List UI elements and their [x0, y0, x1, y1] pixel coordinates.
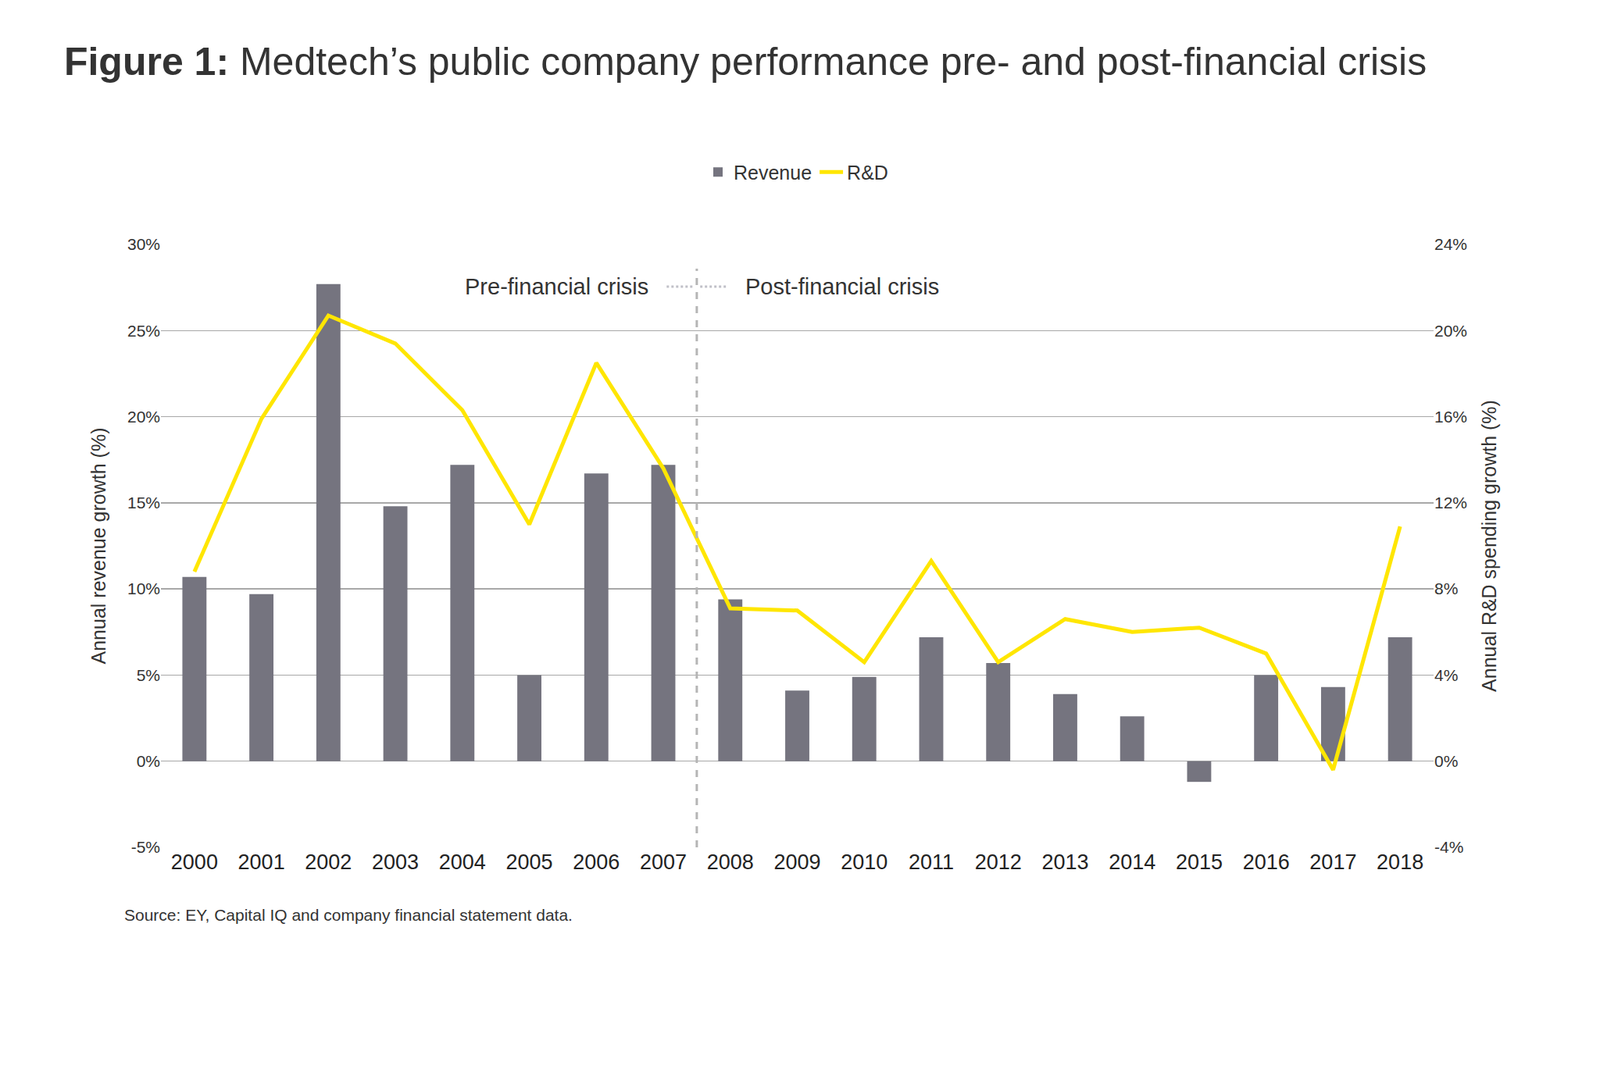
svg-text:Annual revenue growth (%): Annual revenue growth (%): [87, 428, 110, 665]
svg-text:2014: 2014: [1108, 850, 1156, 875]
svg-text:2001: 2001: [238, 850, 286, 875]
svg-text:2006: 2006: [572, 850, 620, 875]
svg-text:2016: 2016: [1242, 850, 1290, 875]
svg-text:2009: 2009: [773, 850, 821, 875]
svg-text:5%: 5%: [136, 666, 161, 685]
svg-text:2003: 2003: [371, 850, 419, 875]
svg-text:0%: 0%: [1434, 752, 1458, 771]
svg-text:Pre-financial crisis: Pre-financial crisis: [464, 274, 649, 300]
svg-text:2008: 2008: [707, 850, 754, 875]
svg-text:30%: 30%: [127, 235, 161, 254]
svg-text:10%: 10%: [127, 579, 161, 598]
svg-text:2017: 2017: [1309, 850, 1357, 875]
svg-text:2011: 2011: [908, 850, 954, 875]
svg-text:-4%: -4%: [1434, 838, 1464, 857]
svg-text:2005: 2005: [506, 850, 554, 875]
svg-text:20%: 20%: [1434, 321, 1468, 340]
svg-text:2007: 2007: [639, 850, 687, 875]
svg-text:0%: 0%: [136, 752, 161, 771]
svg-text:Post-financial crisis: Post-financial crisis: [745, 274, 940, 300]
svg-text:R&D: R&D: [846, 161, 889, 184]
svg-text:20%: 20%: [127, 407, 161, 426]
svg-text:Annual R&D spending growth (%): Annual R&D spending growth (%): [1478, 400, 1500, 693]
svg-text:Source: EY, Capital IQ and com: Source: EY, Capital IQ and company finan…: [124, 906, 573, 925]
svg-text:25%: 25%: [127, 321, 161, 340]
svg-text:2015: 2015: [1175, 850, 1223, 875]
svg-text:8%: 8%: [1434, 579, 1458, 598]
svg-text:15%: 15%: [127, 493, 161, 512]
svg-text:Revenue: Revenue: [733, 161, 812, 184]
svg-text:2002: 2002: [304, 850, 352, 875]
svg-text:24%: 24%: [1434, 235, 1468, 254]
svg-text:2000: 2000: [171, 850, 218, 875]
svg-text:-5%: -5%: [131, 838, 161, 857]
svg-text:4%: 4%: [1434, 666, 1458, 685]
svg-text:16%: 16%: [1434, 407, 1468, 426]
svg-text:2004: 2004: [439, 850, 486, 875]
svg-text:2010: 2010: [840, 850, 888, 875]
svg-text:2012: 2012: [975, 850, 1022, 875]
svg-text:2018: 2018: [1376, 850, 1424, 875]
svg-text:12%: 12%: [1434, 493, 1468, 512]
svg-text:Figure 1: Medtech’s public com: Figure 1: Medtech’s public company perfo…: [64, 39, 1427, 84]
svg-text:2013: 2013: [1041, 850, 1089, 875]
